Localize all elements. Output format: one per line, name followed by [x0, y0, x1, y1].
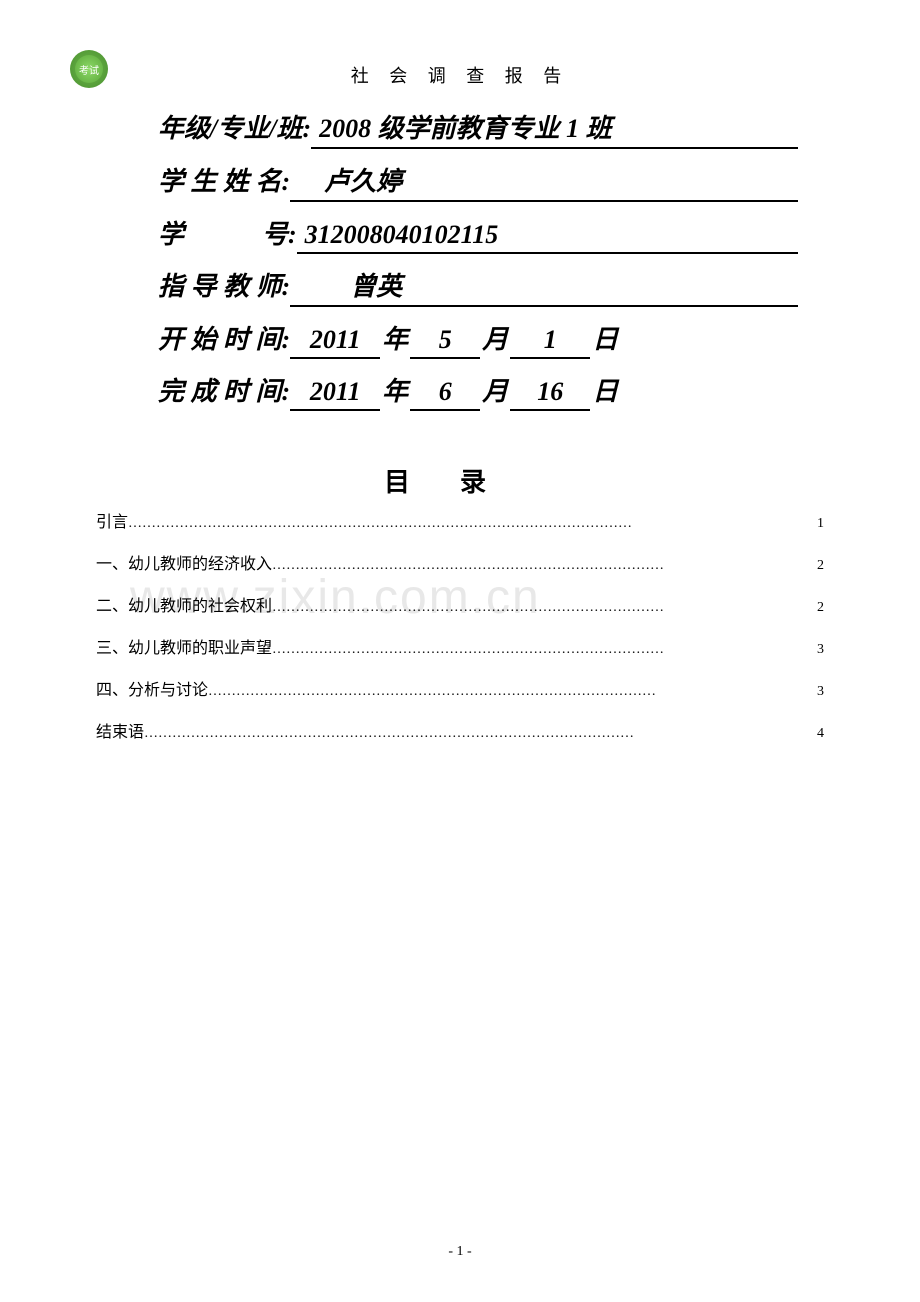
grade-label: 年级/专业/班: — [158, 108, 311, 145]
toc-item: 结束语 …………………………………………………………………………………………… … — [96, 718, 824, 742]
toc-dots: …………………………………………………………………………………… — [208, 684, 817, 700]
start-label: 开 始 时 间: — [158, 319, 290, 356]
day-char: 日 — [590, 319, 620, 356]
grade-row: 年级/专业/班: 2008 级学前教育专业 1 班 — [158, 108, 798, 149]
toc-label: 一、幼儿教师的经济收入 — [96, 550, 272, 574]
toc-page: 4 — [817, 726, 824, 742]
end-year: 2011 — [290, 377, 380, 411]
start-day: 1 — [510, 325, 590, 359]
start-month: 5 — [410, 325, 480, 359]
toc-label: 结束语 — [96, 718, 144, 742]
start-date-row: 开 始 时 间: 2011 年 5 月 1 日 — [158, 319, 798, 359]
year-char: 年 — [380, 319, 410, 356]
name-row: 学 生 姓 名: 卢久婷 — [158, 161, 798, 202]
teacher-row: 指 导 教 师: 曾英 — [158, 266, 798, 307]
id-row: 学 号: 312008040102115 — [158, 214, 798, 254]
toc-dots: ………………………………………………………………………… — [272, 558, 817, 574]
toc-label: 引言 — [96, 508, 128, 532]
toc-dots: ………………………………………………………………………… — [272, 642, 817, 658]
toc-page: 3 — [817, 684, 824, 700]
toc-item: 三、幼儿教师的职业声望 …………………………………………………………………………… — [96, 634, 824, 658]
end-label: 完 成 时 间: — [158, 371, 290, 408]
month-char-2: 月 — [480, 371, 510, 408]
toc-dots: ……………………………………………………………………………………………… — [128, 516, 817, 532]
day-char-2: 日 — [590, 371, 620, 408]
end-date-row: 完 成 时 间: 2011 年 6 月 16 日 — [158, 371, 798, 411]
toc-item: 一、幼儿教师的经济收入 …………………………………………………………………………… — [96, 550, 824, 574]
teacher-label: 指 导 教 师: — [158, 266, 290, 303]
toc-item: 二、幼儿教师的社会权利 …………………………………………………………………………… — [96, 592, 824, 616]
id-value: 312008040102115 — [297, 220, 798, 254]
end-day: 16 — [510, 377, 590, 411]
info-section: 年级/专业/班: 2008 级学前教育专业 1 班 学 生 姓 名: 卢久婷 学… — [158, 108, 798, 423]
teacher-value: 曾英 — [290, 266, 798, 307]
toc-dots: …………………………………………………………………………………………… — [144, 726, 817, 742]
id-label: 学 号: — [158, 214, 297, 251]
toc-list: 引言 ……………………………………………………………………………………………… … — [96, 508, 824, 760]
name-value: 卢久婷 — [290, 161, 798, 202]
toc-label: 四、分析与讨论 — [96, 676, 208, 700]
toc-dots: ………………………………………………………………………… — [272, 600, 817, 616]
toc-item: 引言 ……………………………………………………………………………………………… … — [96, 508, 824, 532]
start-year: 2011 — [290, 325, 380, 359]
toc-label: 三、幼儿教师的职业声望 — [96, 634, 272, 658]
toc-page: 1 — [817, 516, 824, 532]
month-char: 月 — [480, 319, 510, 356]
page-header: 社 会 调 查 报 告 — [0, 62, 920, 88]
toc-title: 目录 — [0, 462, 920, 499]
toc-page: 3 — [817, 642, 824, 658]
end-month: 6 — [410, 377, 480, 411]
year-char-2: 年 — [380, 371, 410, 408]
toc-page: 2 — [817, 600, 824, 616]
toc-label: 二、幼儿教师的社会权利 — [96, 592, 272, 616]
grade-value: 2008 级学前教育专业 1 班 — [311, 108, 798, 149]
toc-page: 2 — [817, 558, 824, 574]
page-number: - 1 - — [0, 1244, 920, 1260]
toc-item: 四、分析与讨论 ……………………………………………………………………………………… — [96, 676, 824, 700]
name-label: 学 生 姓 名: — [158, 161, 290, 198]
